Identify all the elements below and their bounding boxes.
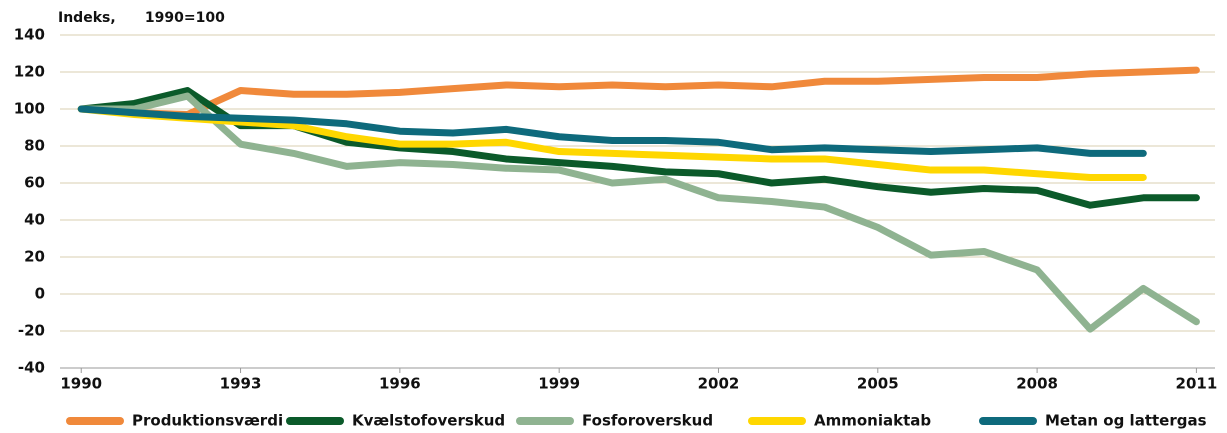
y-tick-label: 100 — [14, 100, 45, 118]
series-line — [77, 105, 1147, 181]
x-tick-label: 1999 — [538, 375, 580, 393]
y-tick-label: 20 — [24, 248, 45, 266]
x-tick-label: 1993 — [220, 375, 262, 393]
y-tick-label: 0 — [35, 285, 45, 303]
y-tick-label: -40 — [18, 359, 45, 377]
series-line — [77, 105, 1147, 157]
y-tick-label: -20 — [18, 322, 45, 340]
y-tick-label: 140 — [14, 26, 45, 44]
y-tick-label: 120 — [14, 63, 45, 81]
legend-label: Ammoniaktab — [814, 412, 931, 430]
x-tick-label: 2008 — [1016, 375, 1058, 393]
y-tick-label: 80 — [24, 137, 45, 155]
legend-label: Kvælstofoverskud — [352, 412, 505, 430]
legend-label: Metan og lattergas — [1045, 412, 1207, 430]
x-tick-label: 1996 — [379, 375, 421, 393]
series-line — [77, 92, 1200, 333]
legend-label: Fosforoverskud — [582, 412, 713, 430]
x-tick-label: 2011 — [1176, 375, 1218, 393]
chart-title: Indeks, 1990=100 — [58, 10, 225, 26]
legend-label: Produktionsværdi — [132, 412, 283, 430]
x-tick-label: 2002 — [698, 375, 740, 393]
series-line — [77, 66, 1200, 119]
x-tick-label: 2005 — [857, 375, 899, 393]
x-tick-label: 1990 — [60, 375, 102, 393]
y-tick-label: 40 — [24, 211, 45, 229]
y-tick-label: 60 — [24, 174, 45, 192]
